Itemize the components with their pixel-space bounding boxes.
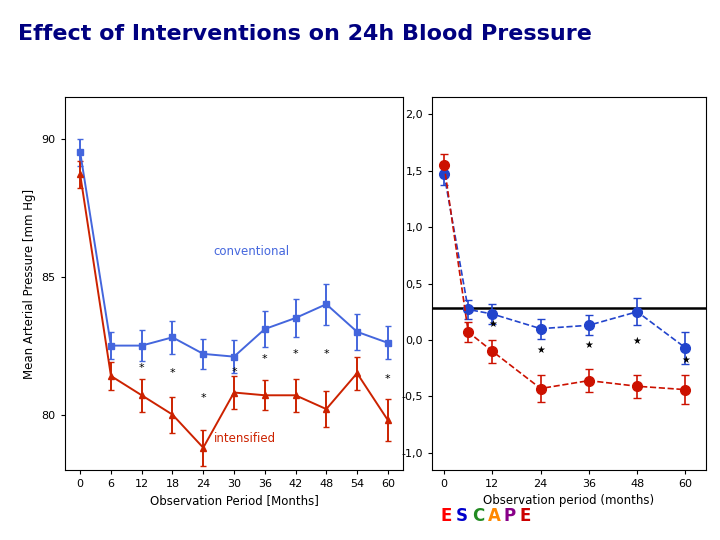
Text: *: * [293,349,298,359]
Text: E: E [520,507,531,525]
Text: C: C [472,507,485,525]
Text: *: * [262,354,268,364]
Text: conventional: conventional [214,245,289,258]
Text: ★: ★ [488,319,497,329]
Text: Effect of Interventions on 24h Blood Pressure: Effect of Interventions on 24h Blood Pre… [18,24,592,44]
Text: ★: ★ [633,335,642,346]
Text: P: P [504,507,516,525]
Text: ★: ★ [681,355,690,366]
Text: *: * [231,367,237,377]
Text: ★: ★ [536,345,545,355]
Text: A: A [487,507,500,525]
Text: S: S [456,507,468,525]
X-axis label: Observation Period [Months]: Observation Period [Months] [150,495,318,508]
Text: ★: ★ [585,340,593,349]
Y-axis label: Mean Arterial Pressure [mm Hg]: Mean Arterial Pressure [mm Hg] [23,188,36,379]
Text: *: * [139,363,145,373]
Text: *: * [200,393,206,403]
Text: E: E [441,507,452,525]
Text: intensified: intensified [214,432,276,445]
Text: *: * [323,349,329,359]
Text: *: * [385,374,391,384]
Text: *: * [170,368,175,378]
X-axis label: Observation period (months): Observation period (months) [483,495,654,508]
